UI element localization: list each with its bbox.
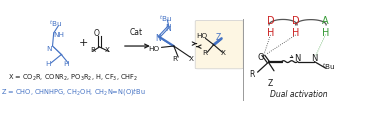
Text: HO: HO xyxy=(196,33,208,39)
Text: $^t$Bu: $^t$Bu xyxy=(49,18,62,29)
Text: R: R xyxy=(90,47,95,53)
Text: R: R xyxy=(202,50,207,56)
Text: HO: HO xyxy=(149,46,160,52)
FancyBboxPatch shape xyxy=(195,20,243,69)
Text: $^t$Bu: $^t$Bu xyxy=(159,13,172,24)
Text: +: + xyxy=(79,38,88,48)
Text: H: H xyxy=(46,62,51,68)
Text: D: D xyxy=(266,16,274,26)
Text: H: H xyxy=(63,62,68,68)
Text: N: N xyxy=(311,54,317,63)
Text: Cat: Cat xyxy=(130,28,143,37)
Text: X: X xyxy=(188,56,193,62)
Text: A: A xyxy=(322,16,329,26)
Text: X = CO$_2$R, CONR$_2$, PO$_3$R$_2$, H, CF$_3$, CHF$_2$: X = CO$_2$R, CONR$_2$, PO$_3$R$_2$, H, C… xyxy=(8,72,139,83)
Text: Z: Z xyxy=(268,79,273,88)
Text: N: N xyxy=(165,24,171,33)
Text: NH: NH xyxy=(53,32,64,38)
Text: N: N xyxy=(155,34,161,43)
Text: R: R xyxy=(172,56,177,62)
Text: R: R xyxy=(249,70,255,79)
Text: O: O xyxy=(93,29,99,38)
Text: N: N xyxy=(294,54,301,63)
Text: X: X xyxy=(105,47,110,53)
Text: Dual activation: Dual activation xyxy=(270,90,327,99)
Text: O: O xyxy=(258,53,265,62)
Text: Z: Z xyxy=(216,33,221,42)
Text: H: H xyxy=(292,28,299,38)
Text: H: H xyxy=(322,28,329,38)
Text: H: H xyxy=(267,28,274,38)
Text: X: X xyxy=(220,50,226,56)
Text: $^t$Bu: $^t$Bu xyxy=(322,61,335,72)
Text: N: N xyxy=(46,46,51,52)
Text: Z = CHO, CHNHPG, CH$_2$OH, CH$_2$N=N(O)$t$Bu: Z = CHO, CHNHPG, CH$_2$OH, CH$_2$N=N(O)$… xyxy=(2,86,146,97)
Text: D: D xyxy=(292,16,299,26)
